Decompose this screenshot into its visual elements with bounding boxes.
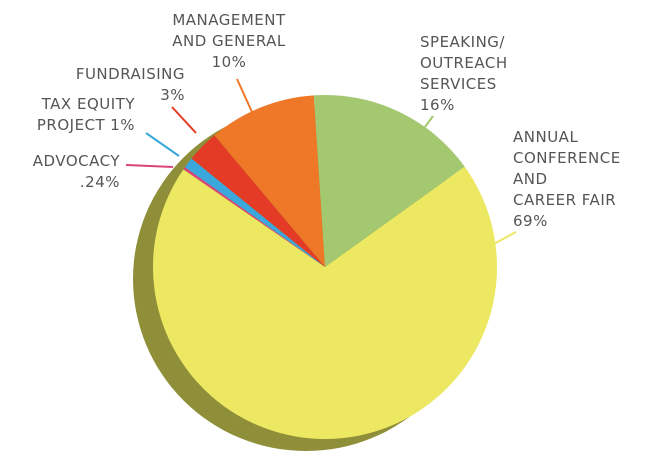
leader-line xyxy=(171,106,197,134)
label-line: PROJECT xyxy=(37,116,106,134)
label-line: CONFERENCE xyxy=(513,149,621,167)
value-label: 3% xyxy=(160,86,185,104)
label-line: TAX EQUITY xyxy=(41,95,136,113)
leader-line xyxy=(413,115,434,143)
label-line: FUNDRAISING xyxy=(76,65,185,83)
leader-line xyxy=(236,78,253,113)
label-line: AND GENERAL xyxy=(172,32,286,50)
leader-line xyxy=(125,164,174,168)
value-label: .24% xyxy=(80,173,120,191)
slice-label: ADVOCACY .24% xyxy=(33,152,121,191)
pie-slice xyxy=(313,95,465,267)
leader-line xyxy=(145,132,180,157)
value-label: 1% xyxy=(110,116,135,134)
slice-label: SPEAKING/OUTREACH SERVICES 16% xyxy=(420,33,508,114)
label-line: ADVOCACY xyxy=(33,152,121,170)
value-label: 69% xyxy=(513,212,548,230)
value-label: 10% xyxy=(212,53,247,71)
pie-slice xyxy=(153,166,497,439)
pie-slice xyxy=(183,167,325,267)
label-line: SPEAKING/ xyxy=(420,33,505,51)
pie-slice xyxy=(214,95,325,268)
label-line: OUTREACH xyxy=(420,54,508,72)
value-label: 16% xyxy=(420,96,455,114)
label-line: ANNUAL xyxy=(513,128,578,146)
leader-line xyxy=(489,231,517,247)
label-line: AND xyxy=(513,170,548,188)
labels: ANNUAL CONFERENCE AND CAREER FAIR 69% ADVOCAC… xyxy=(33,11,621,247)
pie-slice xyxy=(191,135,325,267)
slice-label: FUNDRAISING 3% xyxy=(76,65,185,104)
slice-label: ANNUAL CONFERENCE AND CAREER FAIR 69% xyxy=(513,128,621,230)
label-line: CAREER FAIR xyxy=(513,191,616,209)
slice-label: MANAGEMENT AND GENERAL 10% xyxy=(172,11,286,71)
slice-label: TAX EQUITY PROJECT 1% xyxy=(37,95,135,134)
label-line: SERVICES xyxy=(420,75,497,93)
pie-slice xyxy=(184,158,325,267)
slices xyxy=(153,95,497,439)
label-line: MANAGEMENT xyxy=(172,11,286,29)
